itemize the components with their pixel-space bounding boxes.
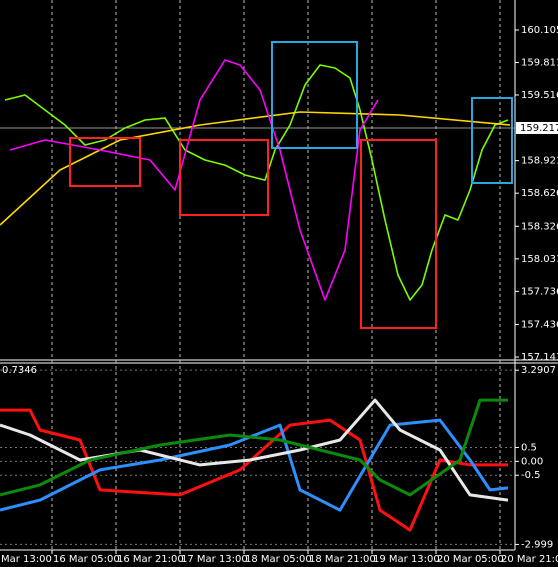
x-tick-label: 18 Mar 05:00	[245, 554, 312, 565]
y-tick-label: 0.5	[521, 442, 537, 453]
zone-box	[69, 137, 141, 187]
x-tick-label: 20 Mar 05:00	[437, 554, 504, 565]
y-tick-label: 158.921	[521, 156, 558, 167]
zone-box	[360, 139, 437, 329]
y-tick-label: 158.031	[521, 254, 558, 265]
series-line	[0, 418, 509, 512]
y-tick-label: 159.516	[521, 90, 558, 101]
x-tick-label: 20 Mar 21:00	[501, 554, 558, 565]
series-line	[0, 398, 508, 497]
x-tick-label: Mar 13:00	[1, 554, 52, 565]
y-tick-label: 158.626	[521, 188, 558, 199]
current-price-box	[516, 121, 558, 134]
y-tick-label: 157.736	[521, 286, 558, 297]
series-line	[4, 64, 509, 301]
indicator-value: 0.7346	[2, 365, 37, 376]
zone-box	[179, 139, 269, 216]
series-lines	[0, 59, 511, 532]
y-tick-label: 159.811	[521, 57, 558, 68]
x-tick-label: 19 Mar 13:00	[373, 554, 440, 565]
y-tick-label: 157.436	[521, 319, 558, 330]
y-tick-label: 0.00	[521, 456, 543, 467]
x-tick-label: 18 Mar 21:00	[309, 554, 376, 565]
zone-box	[271, 41, 358, 149]
series-line	[0, 408, 508, 532]
current-price-label: 159.217	[520, 123, 558, 134]
y-tick-label: 158.326	[521, 221, 558, 232]
zone-box	[471, 97, 513, 184]
y-tick-label: 157.141	[521, 352, 558, 363]
x-tick-label: 16 Mar 05:00	[53, 554, 120, 565]
grid	[0, 0, 515, 550]
x-tick-label: 17 Mar 13:00	[181, 554, 248, 565]
x-tick-label: 16 Mar 21:00	[117, 554, 184, 565]
axes: 160.105 159.811 159.516 158.921 158.626 158.3…	[1, 25, 558, 565]
series-line	[0, 398, 509, 502]
zone-boxes	[69, 41, 513, 329]
y-tick-label: 160.105	[521, 25, 558, 36]
series-line	[9, 59, 379, 301]
y-tick-label: -2.999	[521, 539, 553, 550]
y-tick-label: 3.2907	[521, 365, 556, 376]
series-line	[0, 111, 511, 226]
y-tick-label: -0.5	[521, 470, 541, 481]
